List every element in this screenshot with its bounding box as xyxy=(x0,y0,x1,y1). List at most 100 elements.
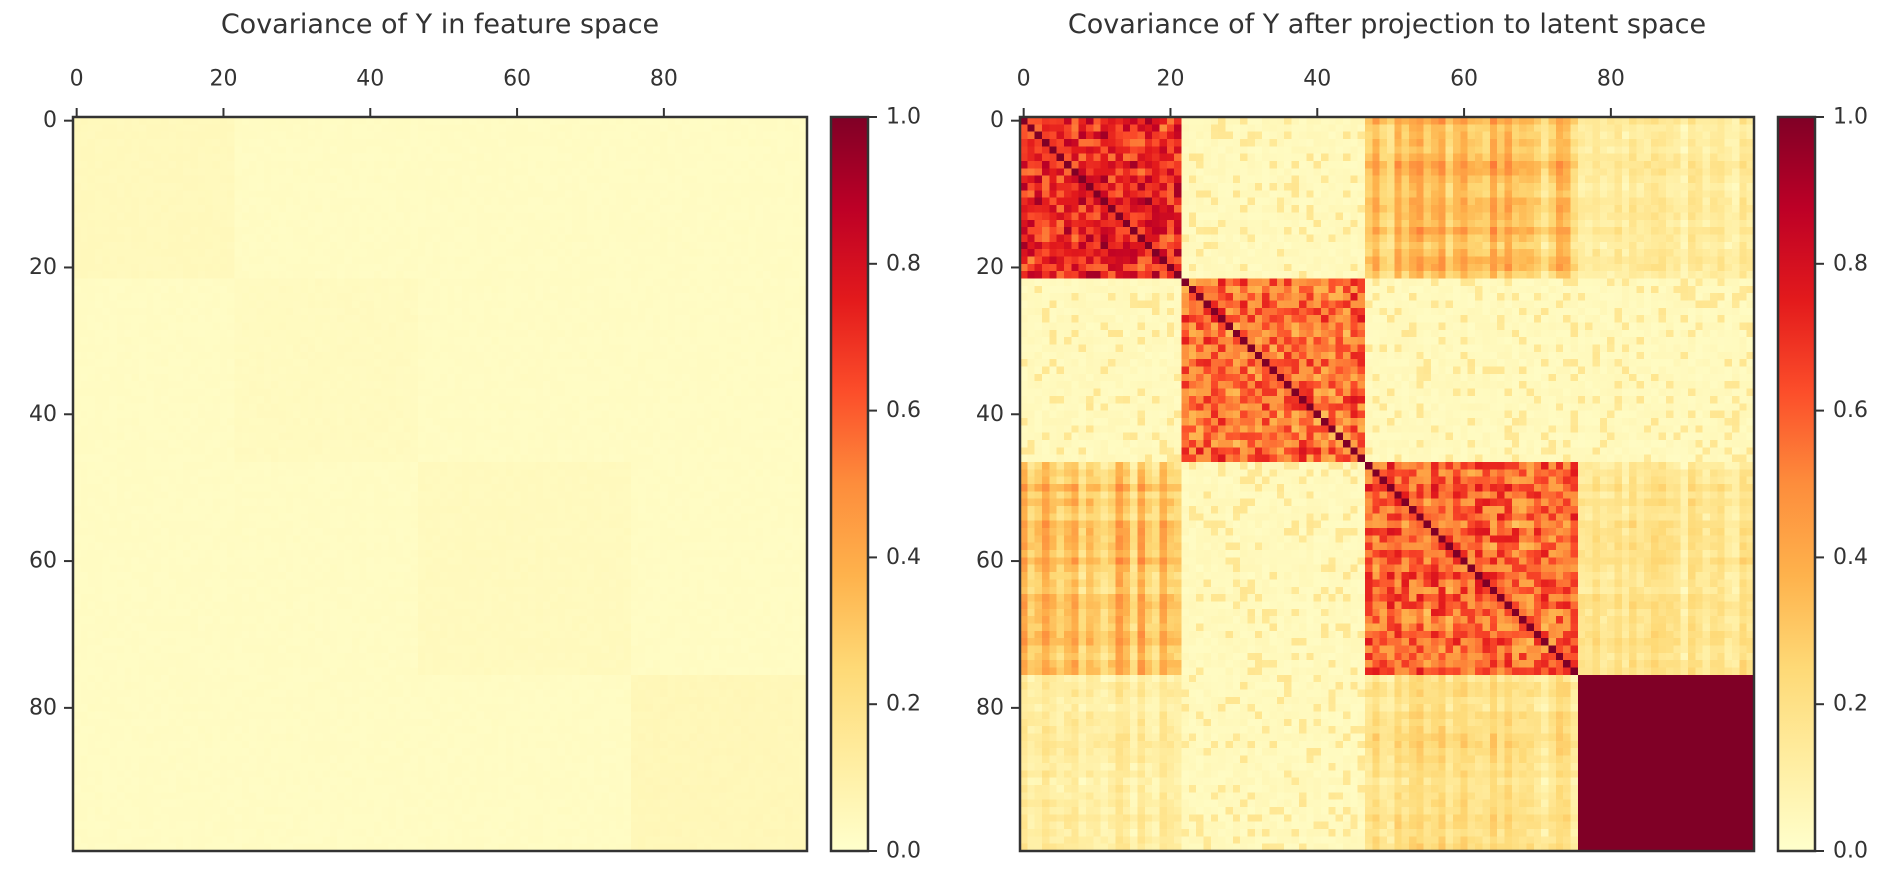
heatmap-cell xyxy=(146,293,155,301)
heatmap-cell xyxy=(733,307,742,316)
heatmap-cell xyxy=(733,175,742,184)
heatmap-cell xyxy=(740,447,749,455)
heatmap-cell xyxy=(630,337,639,345)
heatmap-cell xyxy=(234,366,243,375)
heatmap-cell xyxy=(183,146,191,155)
heatmap-cell xyxy=(586,366,595,375)
heatmap-cell xyxy=(484,359,492,367)
heatmap-cell xyxy=(777,227,786,235)
heatmap-cell xyxy=(175,425,184,433)
heatmap-cell xyxy=(190,469,199,478)
heatmap-cell xyxy=(87,447,96,455)
heatmap-cell xyxy=(733,293,742,301)
heatmap-cell xyxy=(784,205,793,213)
heatmap-cell xyxy=(205,315,213,323)
heatmap-cell xyxy=(388,403,397,411)
heatmap-cell xyxy=(249,197,257,206)
heatmap-cell xyxy=(425,315,434,323)
heatmap-cell xyxy=(777,417,786,426)
heatmap-cell xyxy=(740,351,749,360)
heatmap-cell xyxy=(564,469,573,478)
heatmap-cell xyxy=(608,439,617,448)
heatmap-cell xyxy=(777,381,786,389)
heatmap-cell xyxy=(285,476,294,485)
heatmap-cell xyxy=(73,410,81,419)
heatmap-cell xyxy=(146,359,155,367)
heatmap-cell xyxy=(183,344,191,353)
heatmap-cell xyxy=(616,395,624,404)
heatmap-cell xyxy=(117,293,125,301)
heatmap-cell xyxy=(307,278,316,287)
heatmap-cell xyxy=(447,337,456,345)
heatmap-cell xyxy=(513,219,522,228)
heatmap-cell xyxy=(197,461,206,470)
heatmap-cell xyxy=(454,153,463,162)
heatmap-cell xyxy=(484,190,492,199)
heatmap-cell xyxy=(762,168,771,177)
heatmap-cell xyxy=(139,300,147,309)
heatmap-cell xyxy=(586,315,595,323)
heatmap-cell xyxy=(696,403,705,411)
heatmap-cell xyxy=(506,329,514,338)
heatmap-cell xyxy=(417,373,426,382)
heatmap-cell xyxy=(682,395,690,404)
heatmap-cell xyxy=(278,432,287,441)
heatmap-cell xyxy=(784,234,793,243)
heatmap-cell xyxy=(755,410,764,419)
heatmap-cell xyxy=(718,469,727,478)
heatmap-cell xyxy=(528,454,536,463)
heatmap-cell xyxy=(403,153,411,162)
heatmap-cell xyxy=(256,212,265,221)
heatmap-cell xyxy=(351,175,360,184)
heatmap-cell xyxy=(300,278,309,287)
heatmap-cell xyxy=(645,219,654,228)
heatmap-cell xyxy=(359,447,367,455)
heatmap-cell xyxy=(168,366,177,375)
heatmap-cell xyxy=(462,359,470,367)
heatmap-cell xyxy=(183,219,191,228)
heatmap-cell xyxy=(748,227,756,235)
heatmap-cell xyxy=(322,315,331,323)
heatmap-cell xyxy=(447,271,456,279)
heatmap-cell xyxy=(307,146,316,155)
heatmap-cell xyxy=(748,439,756,448)
heatmap-cell xyxy=(770,447,778,455)
heatmap-cell xyxy=(351,344,360,353)
heatmap-cell xyxy=(175,278,184,287)
heatmap-cell xyxy=(351,373,360,382)
heatmap-cell xyxy=(161,461,169,470)
heatmap-cell xyxy=(205,263,213,272)
heatmap-cell xyxy=(740,388,749,397)
heatmap-cell xyxy=(329,271,338,279)
heatmap-cell xyxy=(307,183,316,191)
heatmap-cell xyxy=(351,183,360,191)
heatmap-cell xyxy=(660,175,668,184)
heatmap-cell xyxy=(740,234,749,243)
heatmap-cell xyxy=(227,337,235,345)
heatmap-cell xyxy=(689,271,698,279)
heatmap-cell xyxy=(740,197,749,206)
heatmap-cell xyxy=(337,183,345,191)
heatmap-cell xyxy=(770,425,778,433)
heatmap-cell xyxy=(469,373,478,382)
heatmap-cell xyxy=(513,153,522,162)
heatmap-cell xyxy=(674,432,683,441)
heatmap-cell xyxy=(432,117,441,125)
heatmap-cell xyxy=(528,256,536,265)
heatmap-cell xyxy=(417,476,426,485)
heatmap-cell xyxy=(139,395,147,404)
heatmap-cell xyxy=(227,373,235,382)
heatmap-cell xyxy=(528,146,536,155)
heatmap-cell xyxy=(645,146,654,155)
heatmap-cell xyxy=(733,454,742,463)
heatmap-cell xyxy=(73,300,81,309)
heatmap-cell xyxy=(73,219,81,228)
heatmap-cell xyxy=(73,153,81,162)
heatmap-cell xyxy=(205,307,213,316)
heatmap-cell xyxy=(535,139,544,147)
heatmap-cell xyxy=(469,205,478,213)
heatmap-cell xyxy=(630,124,639,133)
heatmap-cell xyxy=(440,161,448,169)
heatmap-cell xyxy=(293,285,301,294)
heatmap-cell xyxy=(696,153,705,162)
